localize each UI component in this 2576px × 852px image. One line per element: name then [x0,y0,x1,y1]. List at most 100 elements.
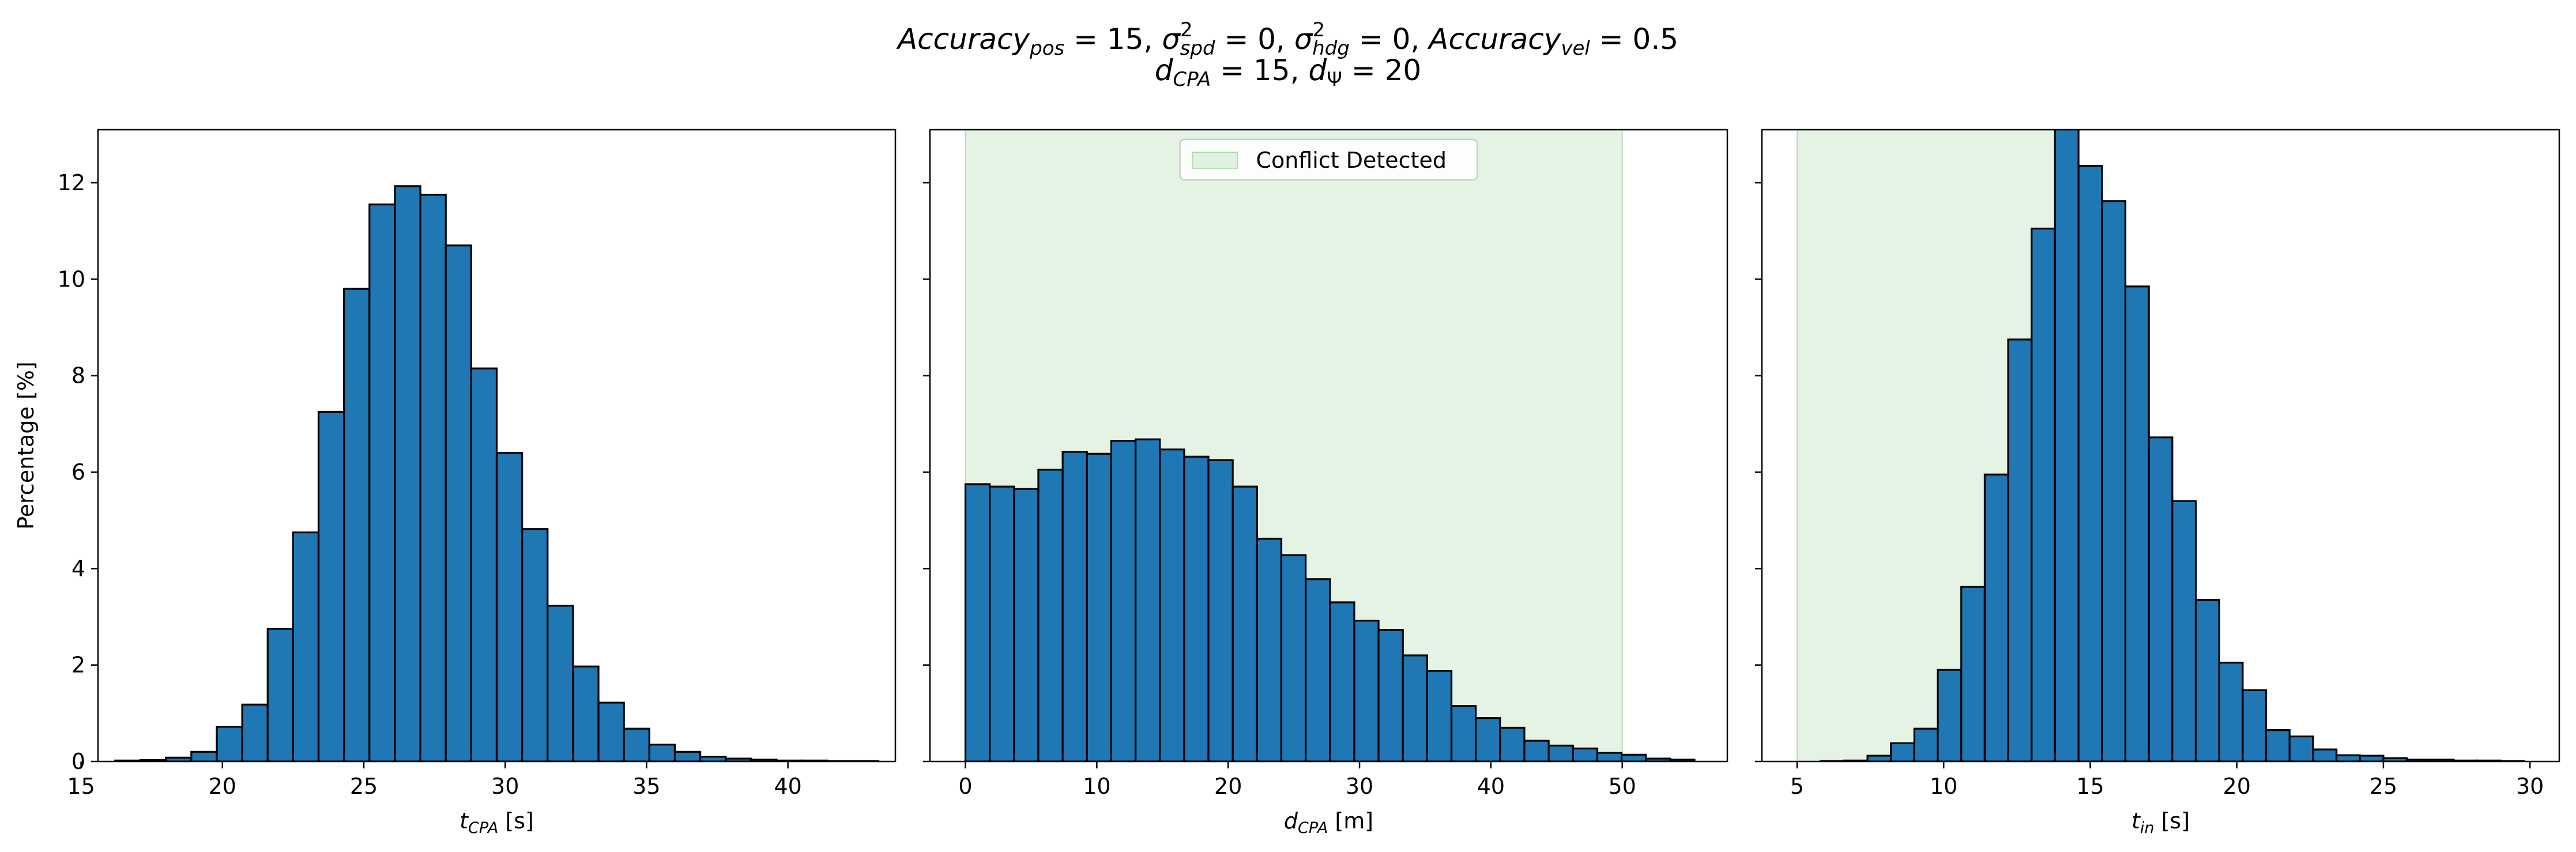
x-tick-label: 30 [491,774,519,799]
histogram-bar [1061,451,1088,761]
title-part: = 20 [1342,54,1422,87]
histogram-bar [2218,661,2244,761]
histogram-bar [190,751,218,761]
histogram-bar [1426,670,1453,761]
histogram-bar [1110,440,1137,761]
histogram-bar [1596,752,1623,761]
title-part: = 0, [1215,22,1294,56]
histogram-bar [1159,448,1185,761]
histogram-bar [673,751,702,761]
histogram-bar [1937,669,1963,761]
histogram-bar [1305,578,1331,761]
x-tick-label: 0 [958,774,972,799]
histogram-bar [1377,628,1404,761]
histogram-bar [2101,200,2127,761]
title-part: Ψ [1327,68,1342,91]
panel-tcpa: 15 20 25 30 35 40 0 2 4 6 8 10 12 tCPA [s] Percentage … [13,129,897,837]
axes-frame [97,129,897,763]
panel-dcpa: 0 10 20 30 40 50 dCPA [m] Conflict Detected [923,129,1728,837]
histogram-bar [1134,438,1161,761]
histogram-bar [597,702,625,761]
legend-label: Conflict Detected [1256,148,1447,173]
title-part: Accuracy [1429,22,1561,56]
y-tick-label: 8 [71,363,85,389]
histogram-bar [216,726,243,761]
histogram-bar [1086,453,1113,761]
x-axis-label-main: t [2131,808,2141,834]
histogram-bar [1231,485,1258,761]
y-tick-label: 2 [71,653,85,678]
histogram-bar [1523,740,1550,761]
title-part: 2 [1312,18,1325,42]
x-axis-label-sub: in [2140,819,2155,837]
histogram-bar [572,665,600,761]
histogram-bar [1329,601,1355,761]
x-axis-label-main: t [460,808,469,834]
title-line-2: dCPA = 15, dΨ = 20 [0,53,2576,97]
title-part: d [1154,54,1173,87]
x-tick-label: 20 [209,774,236,799]
x-tick-label: 35 [632,774,660,799]
histogram-bar [1256,537,1283,761]
y-tick-label: 6 [71,459,85,485]
x-tick-label: 40 [774,774,801,799]
histogram-bar [1547,744,1574,761]
histogram-bar [1983,473,2009,761]
axes-frame [1761,129,2560,763]
y-tick-label: 10 [58,266,85,292]
x-tick-label: 15 [2076,774,2104,799]
histogram-bar [1450,705,1477,761]
panel-tin: 5 10 15 20 25 30 tin [s] [1755,129,2560,837]
histogram-bar [2124,285,2150,761]
title-part: = 0.5 [1590,22,1679,56]
x-tick-label: 10 [1930,774,1957,799]
histogram-bar [521,528,549,761]
histogram-bar [317,410,345,761]
x-tick-label: 10 [1083,774,1110,799]
plot-area [1797,130,2525,761]
histogram-bar [394,185,421,761]
title-part: spd [1180,37,1215,60]
histogram-bar [2077,165,2103,761]
histogram-bar [2359,755,2385,761]
title-part: hdg [1312,37,1350,60]
histogram-bar [1890,742,1915,761]
histogram-bar [2312,748,2338,761]
plot-area [114,185,880,761]
histogram-bar [2171,500,2197,761]
x-tick-label: 50 [1609,774,1636,799]
title-line-1: Accuracypos = 15, σ2spd = 0, σ2hdg = 0, … [0,13,2576,66]
title-part: Accuracy [897,22,1030,56]
x-axis-label-sub: CPA [1298,819,1328,837]
histogram-bar [648,744,676,761]
y-tick-label: 12 [58,170,85,195]
title-part: 2 [1180,18,1193,42]
histogram-bar [1280,554,1307,761]
x-tick-label: 15 [67,774,95,799]
title-part: σ [1294,22,1313,56]
histogram-bar [2288,735,2314,761]
histogram-bar [1499,726,1526,761]
histogram-bar [1620,753,1647,761]
y-tick-label: 0 [71,749,85,774]
histogram-bar [495,451,524,761]
histogram-bar [2335,754,2361,761]
x-axis-label-unit: [m] [1328,808,1373,834]
histogram-bar [1353,620,1380,761]
histogram-bar [1013,488,1040,761]
histogram-bar [368,203,396,761]
title-part: pos [1030,37,1065,60]
x-axis-label: tCPA [s] [460,808,534,837]
histogram-bar [1207,459,1234,761]
histogram-bar [2148,436,2174,761]
title-part: = 15, [1064,22,1162,56]
x-tick-label: 30 [1346,774,1373,799]
histogram-bar [1669,759,1696,761]
histogram-bar [2242,689,2268,761]
title-part: σ [1162,22,1181,56]
x-tick-label: 20 [2223,774,2251,799]
x-axis-label: tin [s] [2131,808,2190,837]
histogram-bar [1475,717,1501,761]
title-part: = 0, [1349,22,1429,56]
